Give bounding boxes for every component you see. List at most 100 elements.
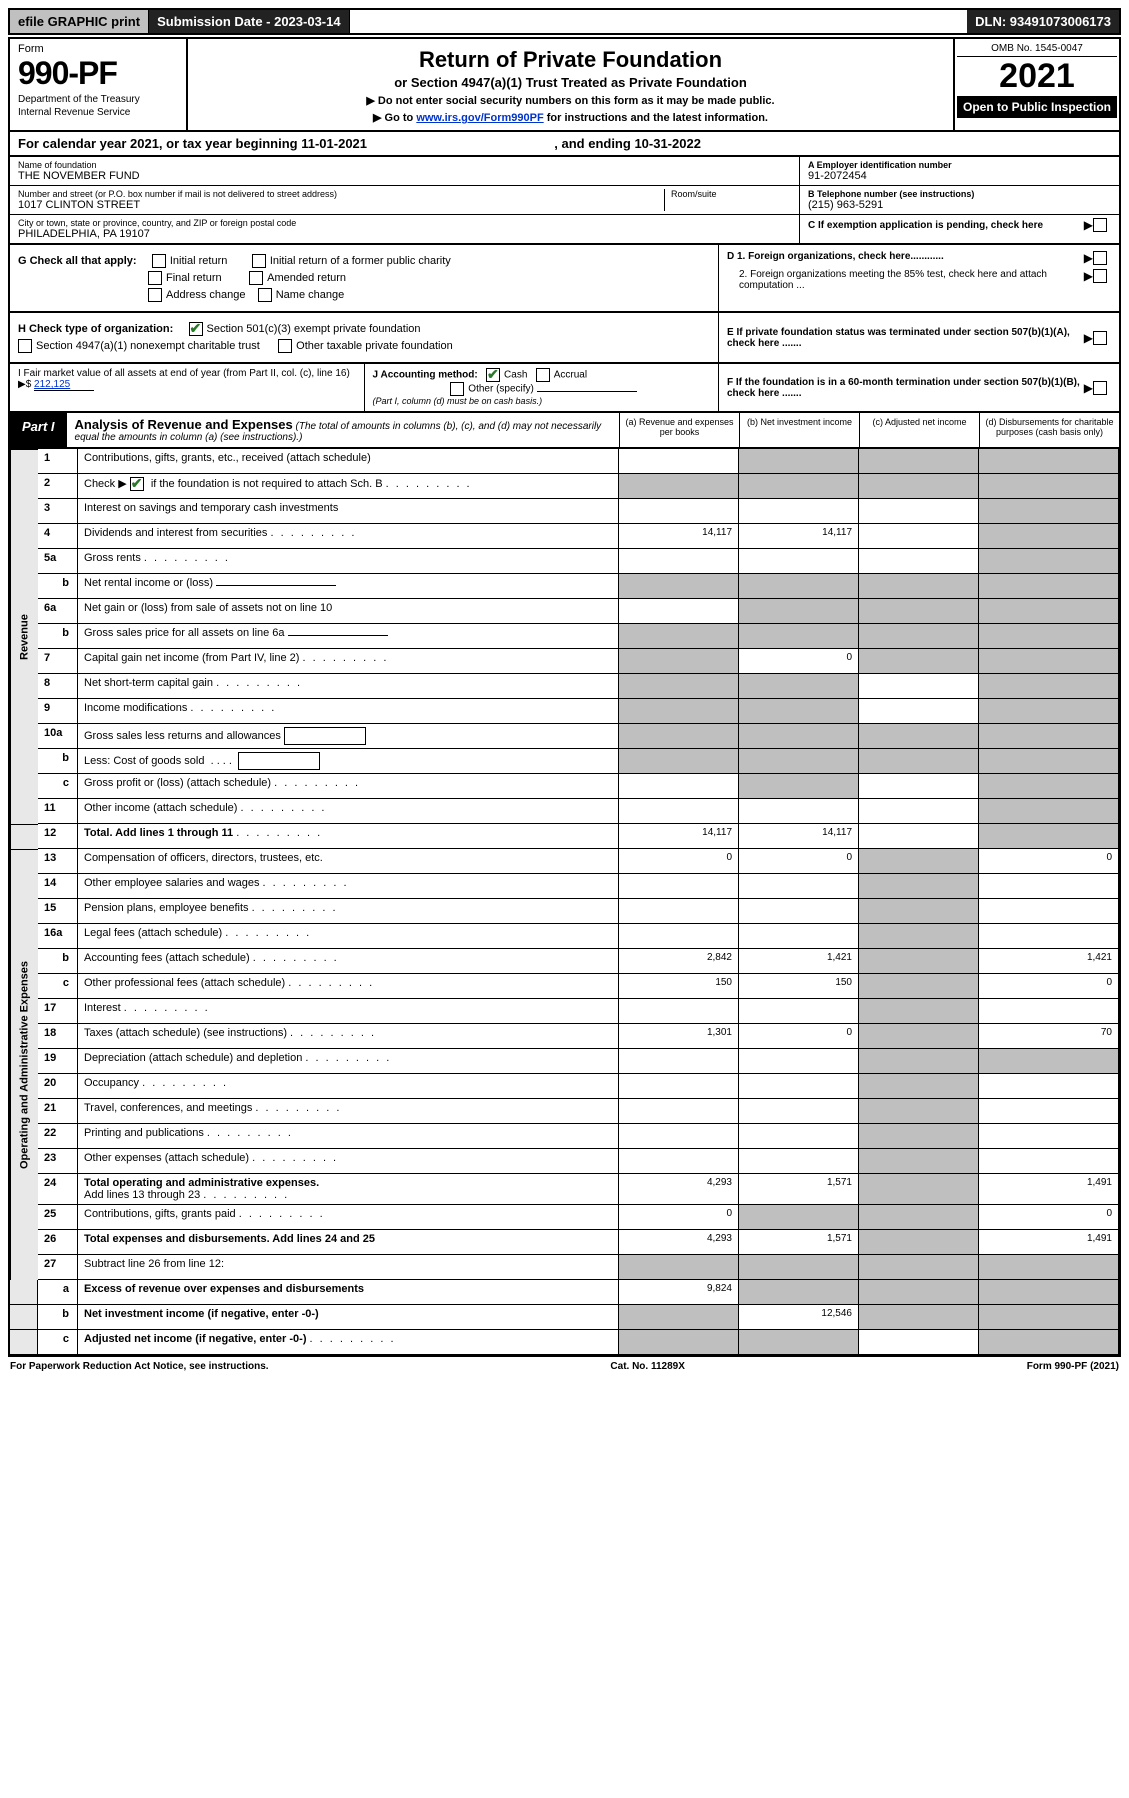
tax-year: 2021 <box>957 57 1117 96</box>
form-label: Form <box>18 43 178 55</box>
line-13-desc: Compensation of officers, directors, tru… <box>78 849 619 874</box>
entity-info: Name of foundation THE NOVEMBER FUND Num… <box>8 157 1121 245</box>
line-16a-no: 16a <box>38 924 78 949</box>
line-5a-no: 5a <box>38 549 78 574</box>
part1-label: Part I <box>10 413 67 447</box>
efile-print-label[interactable]: efile GRAPHIC print <box>10 10 149 33</box>
fy-end: 10-31-2022 <box>634 136 701 151</box>
col-d-header: (d) Disbursements for charitable purpose… <box>979 413 1119 447</box>
line-7-no: 7 <box>38 649 78 674</box>
line-21-no: 21 <box>38 1099 78 1124</box>
j-label: J Accounting method: <box>373 370 478 381</box>
g-final-checkbox[interactable] <box>148 271 162 285</box>
line-18-desc: Taxes (attach schedule) (see instruction… <box>78 1024 619 1049</box>
open-public-badge: Open to Public Inspection <box>957 96 1117 118</box>
line-27a-col-a: 9,824 <box>619 1280 739 1305</box>
line-3-no: 3 <box>38 499 78 524</box>
line-27c-no: c <box>38 1330 78 1355</box>
line-25-col-a: 0 <box>619 1205 739 1230</box>
g-address-checkbox[interactable] <box>148 288 162 302</box>
line-13-no: 13 <box>38 849 78 874</box>
line-12-desc: Total. Add lines 1 through 11 <box>78 824 619 849</box>
g-initial-former-checkbox[interactable] <box>252 254 266 268</box>
line-4-no: 4 <box>38 524 78 549</box>
i-j-f-row: I Fair market value of all assets at end… <box>8 364 1121 413</box>
street-value: 1017 CLINTON STREET <box>18 199 664 211</box>
form-number: 990-PF <box>18 55 178 92</box>
d2-checkbox[interactable] <box>1093 269 1107 283</box>
line-10a-no: 10a <box>38 724 78 749</box>
line-24-col-a: 4,293 <box>619 1174 739 1205</box>
phone-value: (215) 963-5291 <box>808 199 1111 211</box>
form-note-2: ▶ Go to www.irs.gov/Form990PF for instru… <box>194 111 947 124</box>
e-checkbox[interactable] <box>1093 331 1107 345</box>
e-label: E If private foundation status was termi… <box>727 327 1070 349</box>
g-initial-checkbox[interactable] <box>152 254 166 268</box>
line-2-desc: Check ▶ if the foundation is not require… <box>78 474 619 499</box>
line-24-no: 24 <box>38 1174 78 1205</box>
line-15-no: 15 <box>38 899 78 924</box>
line-5b-desc: Net rental income or (loss) <box>78 574 619 599</box>
line-23-desc: Other expenses (attach schedule) <box>78 1149 619 1174</box>
line-25-col-d: 0 <box>979 1205 1119 1230</box>
c-checkbox[interactable] <box>1093 218 1107 232</box>
line-2-checkbox[interactable] <box>130 477 144 491</box>
expenses-vertical-label: Operating and Administrative Expenses <box>10 849 38 1280</box>
line-19-no: 19 <box>38 1049 78 1074</box>
revenue-vertical-spacer <box>10 824 38 849</box>
j-accrual-checkbox[interactable] <box>536 368 550 382</box>
street-label: Number and street (or P.O. box number if… <box>18 189 664 199</box>
line-12-no: 12 <box>38 824 78 849</box>
col-a-header: (a) Revenue and expenses per books <box>619 413 739 447</box>
j-cash-checkbox[interactable] <box>486 368 500 382</box>
line-24-desc: Total operating and administrative expen… <box>78 1174 619 1205</box>
line-4-desc: Dividends and interest from securities <box>78 524 619 549</box>
form-ref: Form 990-PF (2021) <box>1027 1361 1119 1372</box>
line-25-no: 25 <box>38 1205 78 1230</box>
phone-label: B Telephone number (see instructions) <box>808 189 1111 199</box>
g-amended-checkbox[interactable] <box>249 271 263 285</box>
line-3-desc: Interest on savings and temporary cash i… <box>78 499 619 524</box>
line-10a-desc: Gross sales less returns and allowances <box>78 724 619 749</box>
line-8-no: 8 <box>38 674 78 699</box>
city-value: PHILADELPHIA, PA 19107 <box>18 228 791 240</box>
line-6b-no: b <box>38 624 78 649</box>
line-27b-no: b <box>38 1305 78 1330</box>
g-name-checkbox[interactable] <box>258 288 272 302</box>
ein-label: A Employer identification number <box>808 160 1111 170</box>
irs-link[interactable]: www.irs.gov/Form990PF <box>416 112 543 124</box>
h-4947-checkbox[interactable] <box>18 339 32 353</box>
line-16a-desc: Legal fees (attach schedule) <box>78 924 619 949</box>
d1-checkbox[interactable] <box>1093 251 1107 265</box>
line-5b-no: b <box>38 574 78 599</box>
h-501c3-checkbox[interactable] <box>189 322 203 336</box>
ein-value: 91-2072454 <box>808 170 1111 182</box>
i-fmv-value[interactable]: 212,125 <box>34 379 94 391</box>
line-10b-no: b <box>38 749 78 774</box>
line-1-desc: Contributions, gifts, grants, etc., rece… <box>78 449 619 474</box>
pra-notice: For Paperwork Reduction Act Notice, see … <box>10 1361 269 1372</box>
line-17-no: 17 <box>38 999 78 1024</box>
foundation-name: THE NOVEMBER FUND <box>18 170 791 182</box>
line-27c-desc: Adjusted net income (if negative, enter … <box>78 1330 619 1355</box>
line-9-desc: Income modifications <box>78 699 619 724</box>
f-checkbox[interactable] <box>1093 381 1107 395</box>
line-16b-no: b <box>38 949 78 974</box>
line-19-desc: Depreciation (attach schedule) and deple… <box>78 1049 619 1074</box>
submission-date: Submission Date - 2023-03-14 <box>149 10 350 33</box>
h-other-taxable-checkbox[interactable] <box>278 339 292 353</box>
room-label: Room/suite <box>671 189 791 199</box>
line-14-desc: Other employee salaries and wages <box>78 874 619 899</box>
line-24-col-d: 1,491 <box>979 1174 1119 1205</box>
line-7-col-b: 0 <box>739 649 859 674</box>
col-b-header: (b) Net investment income <box>739 413 859 447</box>
form-note-1: ▶ Do not enter social security numbers o… <box>194 94 947 107</box>
col-c-header: (c) Adjusted net income <box>859 413 979 447</box>
line-26-col-b: 1,571 <box>739 1230 859 1255</box>
calendar-year-row: For calendar year 2021, or tax year begi… <box>8 132 1121 157</box>
d1-label: D 1. Foreign organizations, check here..… <box>727 251 944 262</box>
line-16b-desc: Accounting fees (attach schedule) <box>78 949 619 974</box>
j-other-checkbox[interactable] <box>450 382 464 396</box>
j-note: (Part I, column (d) must be on cash basi… <box>373 396 543 406</box>
line-6a-desc: Net gain or (loss) from sale of assets n… <box>78 599 619 624</box>
